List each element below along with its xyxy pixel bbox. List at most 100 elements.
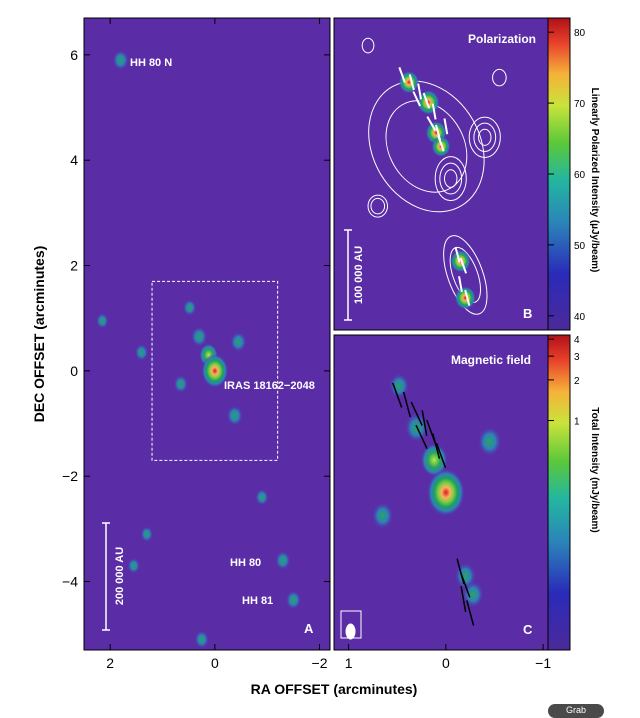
panel-letter-a: A <box>304 621 314 636</box>
polarization-vector-12 <box>458 276 463 293</box>
source-a-1 <box>182 299 197 317</box>
source-c-0 <box>388 373 410 399</box>
source-b-4 <box>450 249 471 273</box>
field-vector-7 <box>415 424 428 450</box>
x-tick-label-a-1: 0 <box>211 655 219 671</box>
polarization-vector-0 <box>398 67 406 83</box>
x-tick-label-c-2: −1 <box>535 655 551 671</box>
panel-c-sources <box>371 373 502 626</box>
x-tick-label-c-0: 1 <box>345 655 353 671</box>
panel-b-sources <box>361 37 507 315</box>
x-tick-label-a-0: 2 <box>106 655 114 671</box>
field-vector-1 <box>402 391 412 418</box>
colorbar-c-tick-label-1: 3 <box>574 352 580 363</box>
grab-badge[interactable]: Grab <box>548 704 604 718</box>
contour-b-3-0 <box>367 194 389 218</box>
zoom-region-box <box>151 280 279 461</box>
scale-bar-a: 200 000 AU <box>102 522 126 631</box>
source-a-2 <box>190 326 208 348</box>
source-a-11 <box>275 550 291 571</box>
y-tick-label-a-0: 6 <box>70 47 78 63</box>
panel-c-title: Magnetic field <box>451 353 531 367</box>
polarization-vector-5 <box>426 116 437 131</box>
x-tick-label-a-2: −2 <box>312 655 328 671</box>
field-vector-11 <box>466 600 475 626</box>
source-a-8 <box>134 343 149 362</box>
polarization-vector-11 <box>459 257 468 274</box>
source-a-7 <box>226 405 244 427</box>
polarization-vector-10 <box>454 246 461 263</box>
colorbar-b-tick-label-1: 70 <box>574 99 586 110</box>
x-axis-label: RA OFFSET (arcminutes) <box>251 681 418 697</box>
colorbar-c-tick-label-3: 1 <box>574 417 580 428</box>
polarization-vector-2 <box>417 83 422 100</box>
panel-a-axes: 2 0 −2 6 4 2 0 −2 −4 <box>62 18 330 671</box>
contour-b-5-0 <box>361 37 375 54</box>
polarization-vector-9 <box>443 118 449 135</box>
contour-b-1-1 <box>439 162 463 195</box>
colorbar-c <box>547 334 571 651</box>
label-hh81: HH 81 <box>242 595 273 607</box>
contour-b-6-0 <box>492 68 507 87</box>
colorbar-b-tick-label-4: 40 <box>574 312 586 323</box>
colorbar-ticks: 80 70 60 50 40 4 3 2 1 <box>548 28 586 428</box>
scale-bar-b-label: 100 000 AU <box>353 246 365 304</box>
field-vector-9 <box>460 572 471 598</box>
panel-a-sources <box>95 49 302 649</box>
panel-a-frame <box>83 17 331 651</box>
contour-b-3-1 <box>370 197 386 215</box>
colorbar-c-label: Total Intensity (mJy/beam) <box>589 407 600 532</box>
source-a-0 <box>112 49 129 71</box>
source-a-9 <box>95 312 109 329</box>
source-a-15 <box>127 557 141 574</box>
source-a-12 <box>285 590 302 610</box>
source-a-6 <box>173 374 189 394</box>
label-hh80n: HH 80 N <box>130 57 172 69</box>
contour-b-1-2 <box>444 169 458 188</box>
x-tick-label-c-1: 0 <box>442 655 450 671</box>
field-vector-0 <box>392 382 403 408</box>
field-vector-5 <box>432 433 441 459</box>
y-axis-label: DEC OFFSET (arcminutes) <box>31 246 47 423</box>
polarization-vector-3 <box>422 92 431 109</box>
colorbar-b-label: Linearly Polarized Intensity (µJy/beam) <box>589 88 600 273</box>
colorbar-c-tick-label-0: 4 <box>574 335 580 346</box>
scale-bar-a-label: 200 000 AU <box>114 547 126 605</box>
source-a-13 <box>140 526 154 543</box>
polarization-vector-13 <box>464 289 471 306</box>
source-c-2 <box>420 443 448 477</box>
y-tick-label-a-1: 4 <box>70 152 78 168</box>
contour-b-2-1 <box>473 122 497 152</box>
beam-marker <box>340 610 362 640</box>
field-vector-6 <box>435 442 447 468</box>
source-a-14 <box>194 630 210 649</box>
colorbar-b-tick-label-0: 80 <box>574 28 586 39</box>
contour-b-4-0 <box>443 235 488 315</box>
contour-b-2-0 <box>468 116 501 158</box>
panel-c-axes: 1 0 −1 <box>345 644 551 671</box>
panel-letter-c: C <box>523 622 533 637</box>
scale-bar-b: 100 000 AU <box>344 229 365 321</box>
panel-letter-b: B <box>523 306 532 321</box>
colorbar-b-tick-label-3: 50 <box>574 241 586 252</box>
source-a-4 <box>201 353 229 388</box>
contour-b-0-0 <box>368 80 485 213</box>
y-tick-label-a-2: 2 <box>70 258 78 274</box>
y-tick-label-a-4: −2 <box>62 468 78 484</box>
source-c-4 <box>477 426 502 457</box>
label-hh80: HH 80 <box>230 557 261 569</box>
colorbar-b-tick-label-2: 60 <box>574 170 586 181</box>
y-tick-label-a-3: 0 <box>70 363 78 379</box>
polarization-vector-4 <box>431 103 437 120</box>
label-iras: IRAS 18162−2048 <box>224 380 315 392</box>
source-a-5 <box>230 331 247 353</box>
contour-b-0-1 <box>385 100 468 193</box>
panel-b-title: Polarization <box>468 32 536 46</box>
polarization-vector-7 <box>437 135 445 152</box>
y-tick-label-a-5: −4 <box>62 574 78 590</box>
source-c-5 <box>371 502 394 530</box>
field-vector-2 <box>410 401 423 426</box>
panel-b-background <box>334 18 548 330</box>
field-vector-3 <box>421 410 428 436</box>
